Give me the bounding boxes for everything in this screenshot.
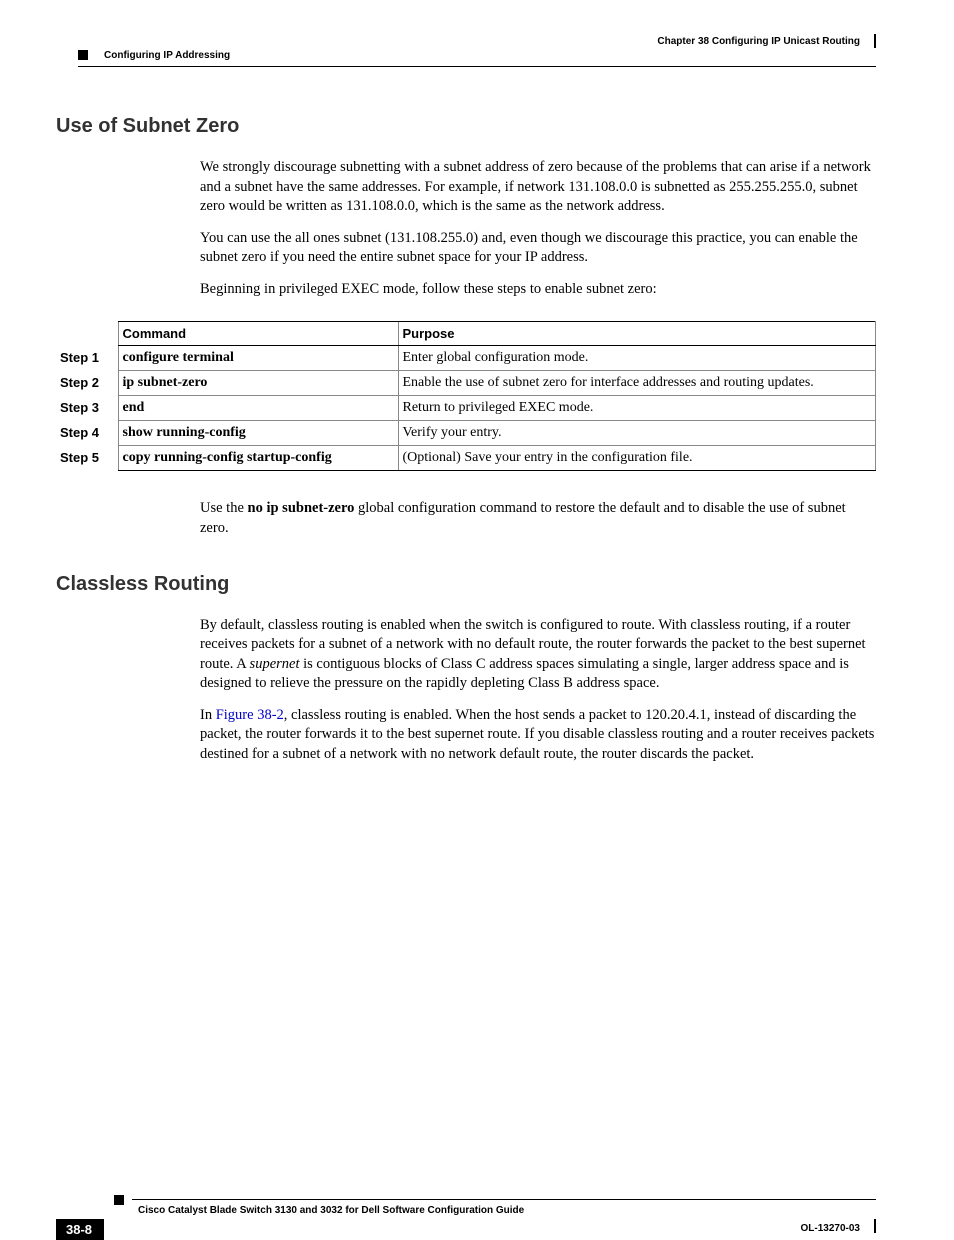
table-row: Step 3 end Return to privileged EXEC mod… — [56, 396, 876, 421]
page-content: Use of Subnet Zero We strongly discourag… — [56, 115, 876, 776]
figure-link[interactable]: Figure 38-2 — [216, 707, 284, 723]
step-label: Step 1 — [56, 346, 118, 371]
page-header: Chapter 38 Configuring IP Unicast Routin… — [78, 36, 876, 60]
after-table-pre: Use the — [200, 500, 248, 516]
section1-p3: Beginning in privileged EXEC mode, follo… — [200, 280, 876, 300]
footer-marker — [114, 1195, 124, 1205]
section-heading-subnet-zero: Use of Subnet Zero — [56, 115, 876, 138]
section1-body: We strongly discourage subnetting with a… — [200, 158, 876, 299]
section2-body: By default, classless routing is enabled… — [200, 616, 876, 765]
section-heading-classless: Classless Routing — [56, 573, 876, 596]
table-head-purpose: Purpose — [398, 322, 876, 346]
header-rule — [78, 66, 876, 67]
section2-supernet-italic: supernet — [250, 656, 300, 672]
header-chapter: Chapter 38 Configuring IP Unicast Routin… — [657, 36, 860, 47]
command-cell: copy running-config startup-config — [118, 446, 398, 471]
table-row: Step 2 ip subnet-zero Enable the use of … — [56, 371, 876, 396]
section2-p1: By default, classless routing is enabled… — [200, 616, 876, 694]
section1-p2: You can use the all ones subnet (131.108… — [200, 229, 876, 268]
header-marker-right — [874, 34, 876, 48]
step-label: Step 2 — [56, 371, 118, 396]
section2-p2b: , classless routing is enabled. When the… — [200, 707, 874, 762]
step-label: Step 3 — [56, 396, 118, 421]
header-section: Configuring IP Addressing — [104, 50, 230, 61]
command-cell: ip subnet-zero — [118, 371, 398, 396]
command-cell: end — [118, 396, 398, 421]
table-row: Step 1 configure terminal Enter global c… — [56, 346, 876, 371]
footer-title: Cisco Catalyst Blade Switch 3130 and 303… — [138, 1205, 524, 1216]
purpose-cell: Enable the use of subnet zero for interf… — [398, 371, 876, 396]
footer-rule — [132, 1199, 876, 1200]
footer-marker-right — [874, 1219, 876, 1233]
header-marker-left — [78, 50, 88, 60]
section2-p2: In Figure 38-2, classless routing is ena… — [200, 706, 876, 765]
after-table-body: Use the no ip subnet-zero global configu… — [200, 499, 876, 538]
purpose-cell: Return to privileged EXEC mode. — [398, 396, 876, 421]
section2: Classless Routing By default, classless … — [56, 573, 876, 765]
table-head-command: Command — [118, 322, 398, 346]
table-row: Step 5 copy running-config startup-confi… — [56, 446, 876, 471]
table-head-row: Command Purpose — [56, 322, 876, 346]
command-table: Command Purpose Step 1 configure termina… — [56, 321, 876, 471]
table-row: Step 4 show running-config Verify your e… — [56, 421, 876, 446]
doc-id: OL-13270-03 — [801, 1223, 860, 1234]
after-table-para: Use the no ip subnet-zero global configu… — [200, 499, 876, 538]
after-table-bold: no ip subnet-zero — [248, 500, 355, 516]
step-label: Step 4 — [56, 421, 118, 446]
page-number-badge: 38-8 — [56, 1219, 104, 1240]
purpose-cell: (Optional) Save your entry in the config… — [398, 446, 876, 471]
purpose-cell: Verify your entry. — [398, 421, 876, 446]
step-label: Step 5 — [56, 446, 118, 471]
section2-p2a: In — [200, 707, 216, 723]
command-cell: configure terminal — [118, 346, 398, 371]
purpose-cell: Enter global configuration mode. — [398, 346, 876, 371]
command-cell: show running-config — [118, 421, 398, 446]
table-head-step — [56, 322, 118, 346]
section1-p1: We strongly discourage subnetting with a… — [200, 158, 876, 217]
